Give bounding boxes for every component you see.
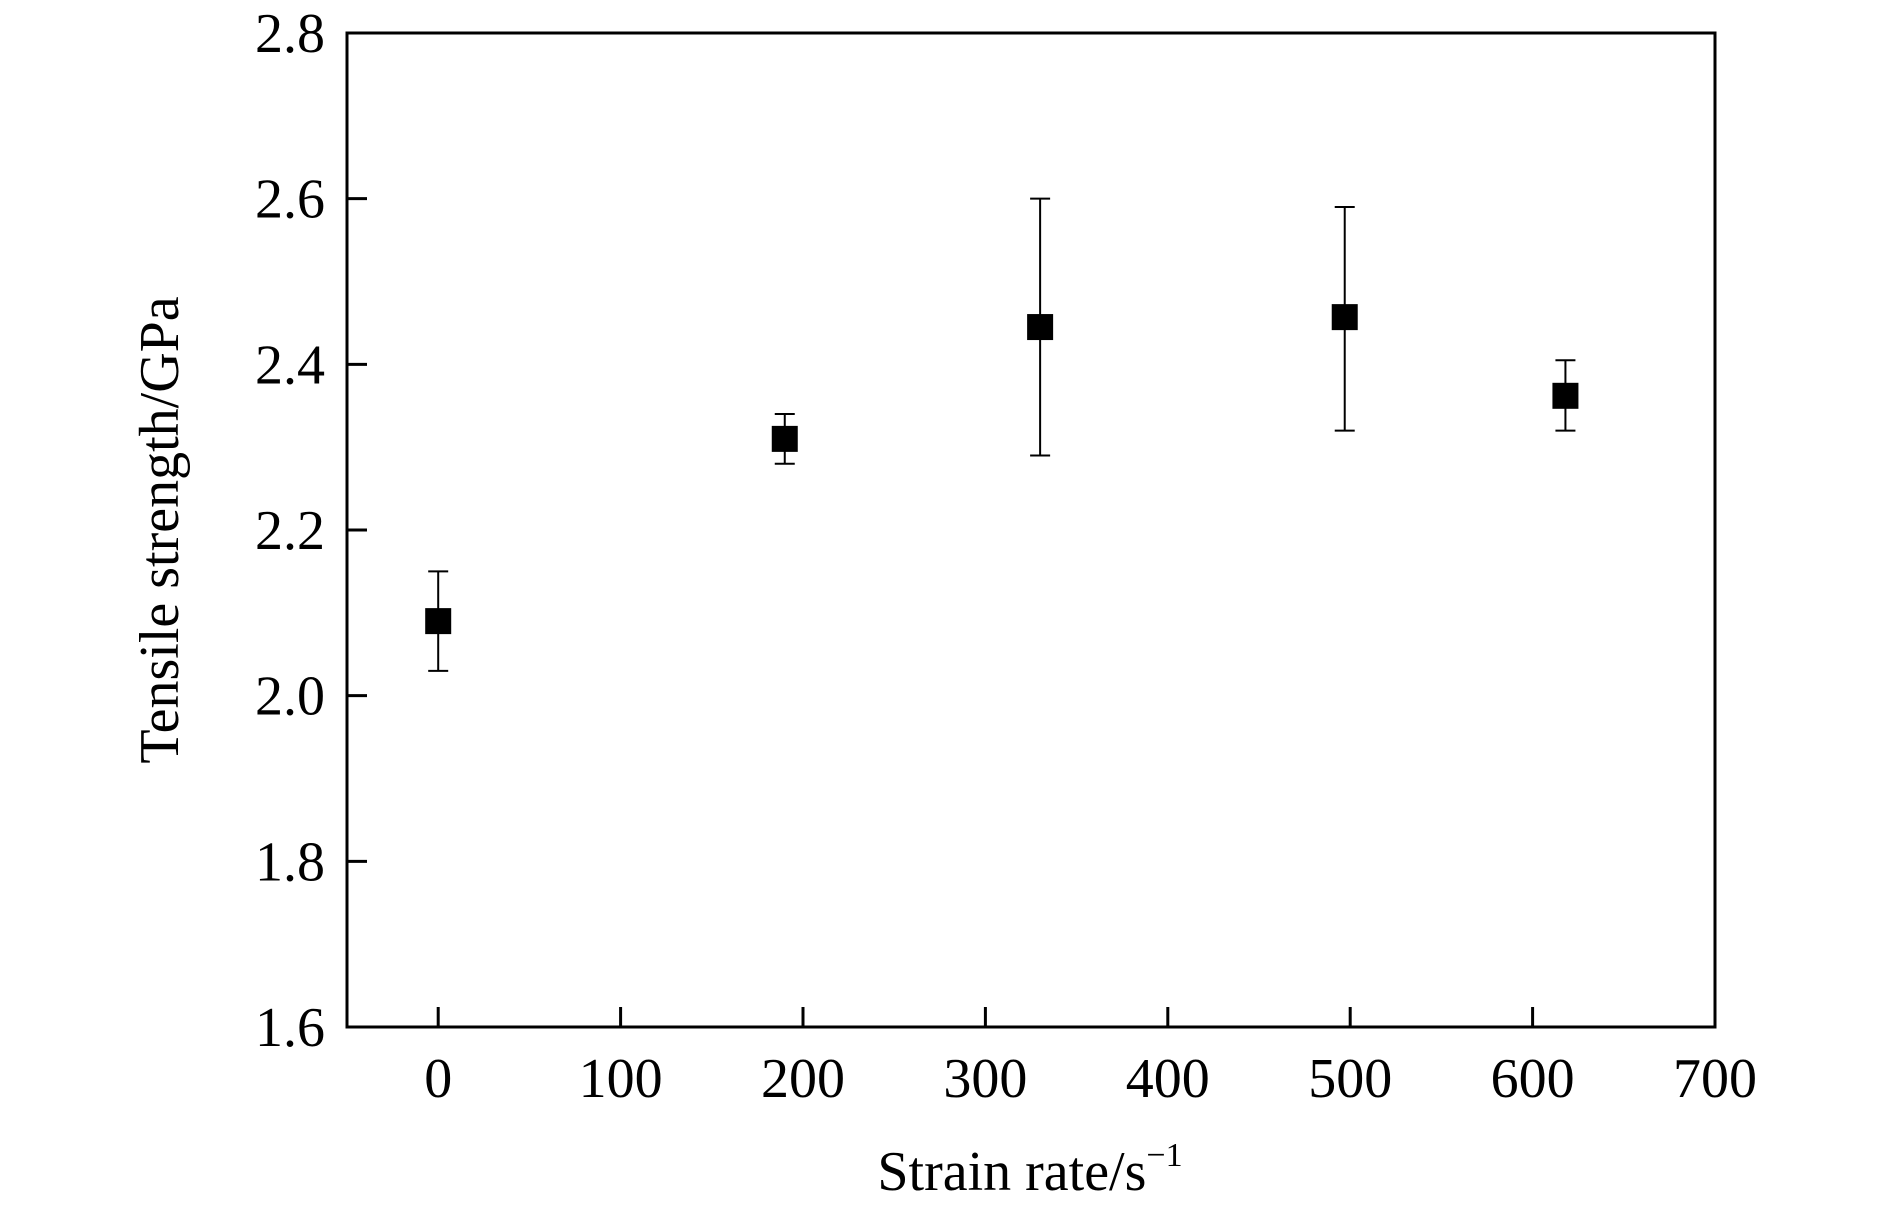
x-tick-label: 600 [1491,1048,1575,1110]
y-tick-label: 2.0 [255,666,325,728]
data-marker [771,425,798,452]
y-tick-label: 2.2 [255,500,325,562]
data-marker [1552,382,1579,409]
data-point [1552,359,1579,432]
x-tick-label: 0 [424,1048,452,1110]
x-axis-ticks: 0 100 200 300 400 500 600 700 [424,1007,1757,1110]
x-axis-label-text: Strain rate/s [877,1141,1146,1203]
plot-frame [345,31,1717,1029]
data-point [771,413,798,465]
data-point [1331,205,1358,432]
data-point [1027,197,1054,457]
x-tick-label: 100 [579,1048,663,1110]
x-tick-label: 700 [1673,1048,1757,1110]
data-marker [1331,304,1358,331]
y-tick-label: 1.8 [255,831,325,893]
data-point [425,570,452,672]
x-tick-label: 400 [1126,1048,1210,1110]
x-axis-label: Strain rate/s−1 [877,1137,1182,1203]
y-axis-ticks: 1.6 1.8 2.0 2.2 2.4 2.6 2.8 [255,3,367,1059]
y-axis-label: Tensile strength/GPa [129,296,191,763]
y-tick-label: 2.6 [255,169,325,231]
x-tick-label: 200 [761,1048,845,1110]
y-tick-label: 2.8 [255,3,325,65]
data-marker [425,608,452,635]
x-axis-label-superscript: −1 [1146,1137,1182,1174]
data-series [425,197,1579,672]
x-tick-label: 500 [1308,1048,1392,1110]
y-tick-label: 1.6 [255,997,325,1059]
data-marker [1027,314,1054,341]
y-tick-label: 2.4 [255,334,325,396]
x-tick-label: 300 [943,1048,1027,1110]
